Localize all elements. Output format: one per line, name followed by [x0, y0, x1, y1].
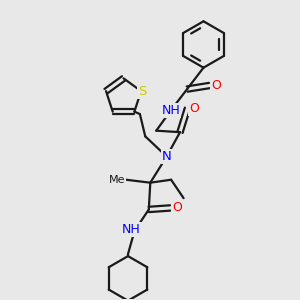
Text: NH: NH: [122, 223, 141, 236]
Text: N: N: [162, 150, 172, 163]
Text: O: O: [189, 102, 199, 115]
Text: NH: NH: [162, 104, 181, 117]
Text: O: O: [211, 79, 221, 92]
Text: S: S: [138, 85, 147, 98]
Text: Me: Me: [109, 175, 125, 185]
Text: O: O: [172, 202, 182, 214]
